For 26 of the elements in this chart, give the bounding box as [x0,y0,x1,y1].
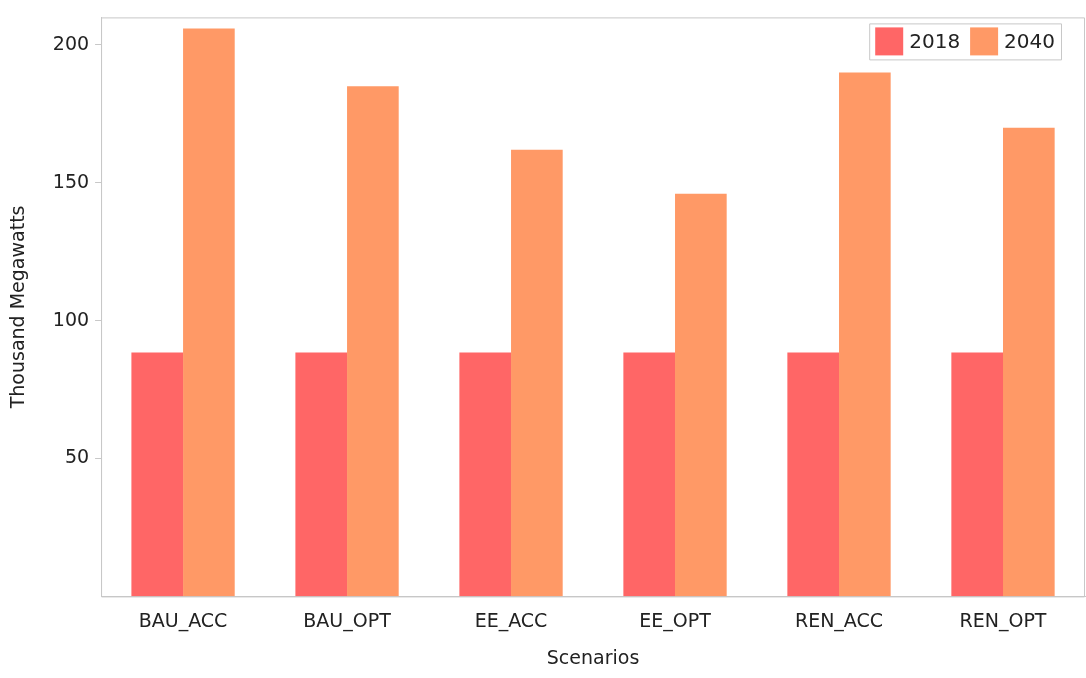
legend-label: 2018 [909,28,961,53]
y-tick-label: 50 [64,445,90,468]
bar [295,352,348,597]
legend-label: 2040 [1004,28,1056,53]
x-tick-label: BAU_OPT [303,608,392,632]
bar [675,193,727,597]
bar [183,28,235,597]
y-tick-label: 200 [52,31,90,54]
bar [787,352,840,597]
bar [459,352,512,597]
y-tick-label: 150 [52,169,90,192]
y-tick-label: 100 [52,307,90,330]
bar [839,72,891,597]
y-axis-title: Thousand Megawatts [6,205,29,410]
x-tick-label: EE_ACC [474,608,548,632]
x-tick-label: EE_OPT [639,608,712,632]
bar [511,149,563,597]
bar [131,352,184,597]
bar [951,352,1004,597]
x-tick-label: REN_ACC [794,608,884,632]
x-tick-label: BAU_ACC [138,608,228,632]
bar [1003,127,1055,597]
x-axis-title: Scenarios [546,645,640,668]
bar [347,86,399,597]
bar [623,352,676,597]
x-tick-label: REN_OPT [959,608,1047,632]
